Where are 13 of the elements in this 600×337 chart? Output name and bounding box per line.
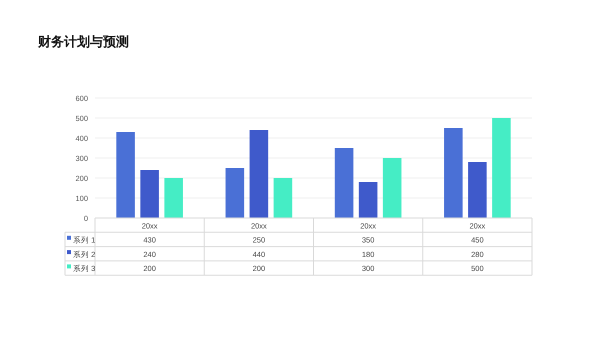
bar	[250, 130, 268, 218]
bar	[116, 132, 135, 218]
bar	[468, 162, 487, 218]
bar	[382, 158, 402, 218]
bar	[164, 178, 183, 218]
bar	[444, 128, 463, 218]
bar	[334, 148, 354, 218]
bar	[226, 168, 244, 218]
bar	[492, 118, 511, 218]
bar	[358, 182, 378, 218]
bar	[274, 178, 292, 218]
title: 财务计划与预测	[38, 34, 129, 49]
bar	[140, 170, 159, 218]
